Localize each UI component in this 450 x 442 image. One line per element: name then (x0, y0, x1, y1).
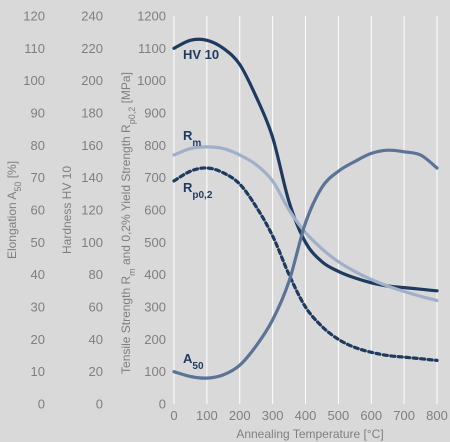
y-tick-label-elongation: 100 (23, 73, 45, 88)
series-label-1: Rm (183, 128, 201, 149)
y-tick-label-elongation: 50 (31, 235, 45, 250)
y-tick-label-elongation: 60 (31, 203, 45, 218)
x-axis-ticks: 0 100 200 300 400 500 600 700 800 (170, 408, 447, 423)
y-tick-label-strength: 500 (144, 235, 166, 250)
y-axis-label-hardness: Hardness HV 10 (60, 166, 74, 254)
y-tick-label-hardness: 220 (81, 41, 103, 56)
y-tick-label-hardness: 80 (89, 267, 103, 282)
series-label-2: Rp0,2 (183, 180, 213, 201)
y-tick-label-strength: 100 (144, 364, 166, 379)
y-tick-label-hardness: 120 (81, 203, 103, 218)
y-tick-label-elongation: 20 (31, 332, 45, 347)
y-tick-label-elongation: 10 (31, 364, 45, 379)
series-label-3: A50 (183, 351, 204, 372)
series-labels: HV 10 Rm Rp0,2 A50 (183, 47, 219, 372)
x-tick-label: 400 (295, 408, 317, 423)
y-tick-label-strength: 1000 (137, 73, 166, 88)
x-tick-label: 800 (426, 408, 448, 423)
x-tick-label: 700 (393, 408, 415, 423)
x-tick-label: 0 (170, 408, 177, 423)
y-tick-label-hardness: 160 (81, 138, 103, 153)
y-tick-label-hardness: 200 (81, 73, 103, 88)
y-tick-label-strength: 900 (144, 106, 166, 121)
x-tick-label: 200 (229, 408, 251, 423)
y-tick-label-elongation: 80 (31, 138, 45, 153)
y-axis-label-elongation: Elongation A50 [%] (5, 161, 23, 259)
y-axes-ticks: 0100200300400500600700800900100011001200… (23, 9, 166, 412)
y-tick-label-strength: 400 (144, 267, 166, 282)
x-tick-label: 500 (328, 408, 350, 423)
series-line-1 (172, 145, 439, 303)
y-tick-label-hardness: 140 (81, 170, 103, 185)
y-tick-label-hardness: 40 (89, 332, 103, 347)
grid-lines (173, 16, 438, 404)
y-tick-label-strength: 700 (144, 170, 166, 185)
y-tick-label-hardness: 100 (81, 235, 103, 250)
y-tick-label-hardness: 20 (89, 364, 103, 379)
y-tick-label-elongation: 40 (31, 267, 45, 282)
y-tick-label-strength: 200 (144, 332, 166, 347)
y-tick-label-elongation: 120 (23, 9, 45, 24)
series-lines (172, 37, 439, 380)
y-tick-label-strength: 800 (144, 138, 166, 153)
y-tick-label-hardness: 180 (81, 106, 103, 121)
y-tick-label-elongation: 90 (31, 106, 45, 121)
y-tick-label-hardness: 240 (81, 9, 103, 24)
y-tick-label-elongation: 70 (31, 170, 45, 185)
series-label-0: HV 10 (183, 47, 219, 62)
y-tick-label-hardness: 60 (89, 300, 103, 315)
y-tick-label-strength: 1100 (138, 41, 166, 56)
series-line-2 (172, 166, 439, 362)
y-tick-label-strength: 0 (159, 397, 166, 412)
y-tick-label-hardness: 0 (96, 397, 103, 412)
y-tick-label-strength: 1200 (137, 9, 166, 24)
y-tick-label-strength: 600 (144, 203, 166, 218)
x-tick-label: 600 (360, 408, 382, 423)
y-tick-label-elongation: 110 (24, 41, 45, 56)
y-axis-label-strength: Tensile Strength Rm and 0,2% Yield Stren… (119, 72, 137, 374)
y-tick-label-strength: 300 (144, 300, 166, 315)
x-tick-label: 300 (262, 408, 284, 423)
series-line-3 (172, 148, 439, 380)
x-tick-label: 100 (196, 408, 218, 423)
y-tick-label-elongation: 30 (31, 300, 45, 315)
x-axis-label: Annealing Temperature [°C] (236, 427, 383, 441)
y-tick-label-elongation: 0 (38, 397, 45, 412)
